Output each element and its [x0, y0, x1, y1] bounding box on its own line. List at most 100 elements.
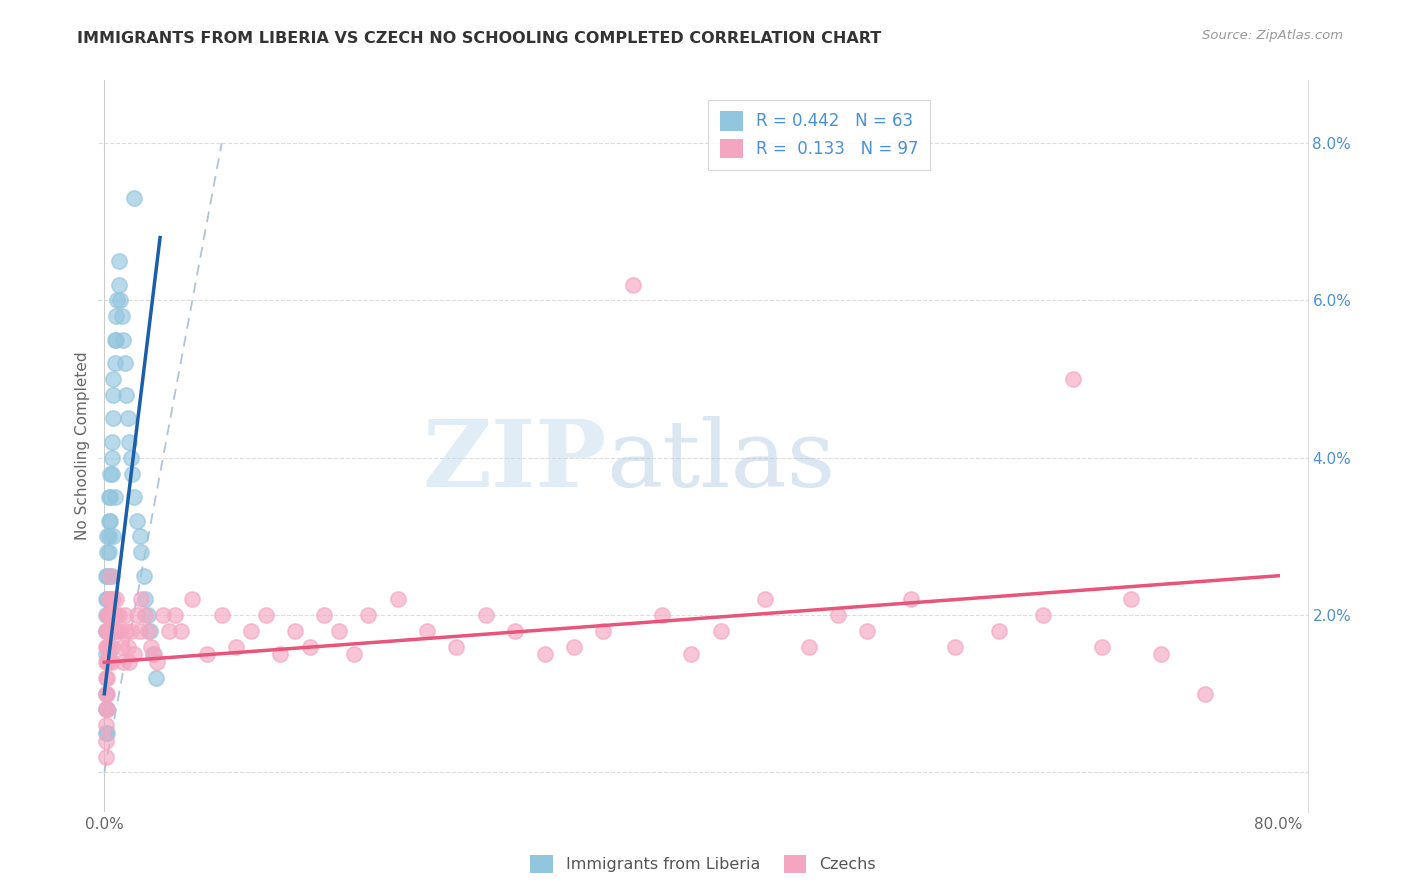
Point	[96, 640, 118, 654]
Point	[101, 529, 124, 543]
Text: atlas: atlas	[606, 416, 835, 506]
Point	[129, 545, 152, 559]
Point	[101, 411, 124, 425]
Point	[145, 671, 167, 685]
Point	[96, 687, 118, 701]
Point	[98, 514, 121, 528]
Point	[105, 333, 128, 347]
Point	[225, 640, 247, 654]
Point	[97, 655, 120, 669]
Point	[100, 450, 122, 465]
Point	[139, 624, 162, 638]
Point	[122, 191, 145, 205]
Point	[94, 568, 117, 582]
Point	[97, 592, 120, 607]
Point	[651, 608, 673, 623]
Point	[94, 655, 117, 669]
Text: IMMIGRANTS FROM LIBERIA VS CZECH NO SCHOOLING COMPLETED CORRELATION CHART: IMMIGRANTS FROM LIBERIA VS CZECH NO SCHO…	[77, 31, 882, 46]
Point	[98, 592, 121, 607]
Point	[98, 568, 121, 582]
Point	[357, 608, 380, 623]
Point	[97, 608, 120, 623]
Point	[120, 450, 142, 465]
Point	[110, 293, 132, 308]
Point	[118, 435, 141, 450]
Point	[152, 608, 174, 623]
Point	[112, 333, 135, 347]
Point	[96, 608, 118, 623]
Point	[110, 624, 132, 638]
Point	[100, 435, 122, 450]
Point	[94, 592, 117, 607]
Point	[157, 624, 180, 638]
Point	[475, 608, 498, 623]
Point	[96, 608, 118, 623]
Point	[96, 545, 118, 559]
Point	[97, 568, 120, 582]
Point	[827, 608, 849, 623]
Point	[96, 624, 118, 638]
Point	[125, 514, 148, 528]
Point	[1150, 648, 1173, 662]
Point	[101, 624, 124, 638]
Point	[503, 624, 526, 638]
Point	[96, 529, 118, 543]
Point	[298, 640, 321, 654]
Point	[103, 490, 125, 504]
Point	[136, 624, 159, 638]
Point	[100, 467, 122, 481]
Point	[143, 648, 166, 662]
Point	[163, 608, 186, 623]
Point	[98, 608, 121, 623]
Point	[1062, 372, 1084, 386]
Point	[108, 608, 131, 623]
Point	[797, 640, 820, 654]
Point	[562, 640, 585, 654]
Text: Source: ZipAtlas.com: Source: ZipAtlas.com	[1202, 29, 1343, 42]
Point	[134, 608, 156, 623]
Point	[128, 624, 150, 638]
Point	[114, 356, 136, 370]
Point	[115, 388, 138, 402]
Point	[141, 640, 163, 654]
Point	[97, 624, 120, 638]
Point	[94, 702, 117, 716]
Point	[387, 592, 409, 607]
Point	[269, 648, 291, 662]
Point	[103, 624, 125, 638]
Point	[112, 655, 135, 669]
Point	[108, 277, 131, 292]
Point	[114, 608, 136, 623]
Point	[117, 411, 139, 425]
Point	[108, 254, 131, 268]
Point	[100, 624, 122, 638]
Point	[132, 568, 155, 582]
Point	[97, 648, 120, 662]
Point	[98, 624, 121, 638]
Point	[97, 592, 120, 607]
Point	[98, 490, 121, 504]
Point	[105, 592, 128, 607]
Legend: R = 0.442   N = 63, R =  0.133   N = 97: R = 0.442 N = 63, R = 0.133 N = 97	[709, 100, 931, 169]
Point	[94, 702, 117, 716]
Point	[101, 388, 124, 402]
Point	[101, 372, 124, 386]
Point	[105, 608, 128, 623]
Point	[100, 608, 122, 623]
Point	[136, 608, 159, 623]
Point	[107, 624, 129, 638]
Point	[94, 749, 117, 764]
Point	[211, 608, 233, 623]
Point	[94, 624, 117, 638]
Point	[96, 655, 118, 669]
Point	[1121, 592, 1143, 607]
Point	[103, 356, 125, 370]
Point	[117, 640, 139, 654]
Point	[328, 624, 350, 638]
Point	[181, 592, 204, 607]
Point	[94, 648, 117, 662]
Point	[94, 718, 117, 732]
Point	[710, 624, 733, 638]
Point	[96, 702, 118, 716]
Point	[97, 490, 120, 504]
